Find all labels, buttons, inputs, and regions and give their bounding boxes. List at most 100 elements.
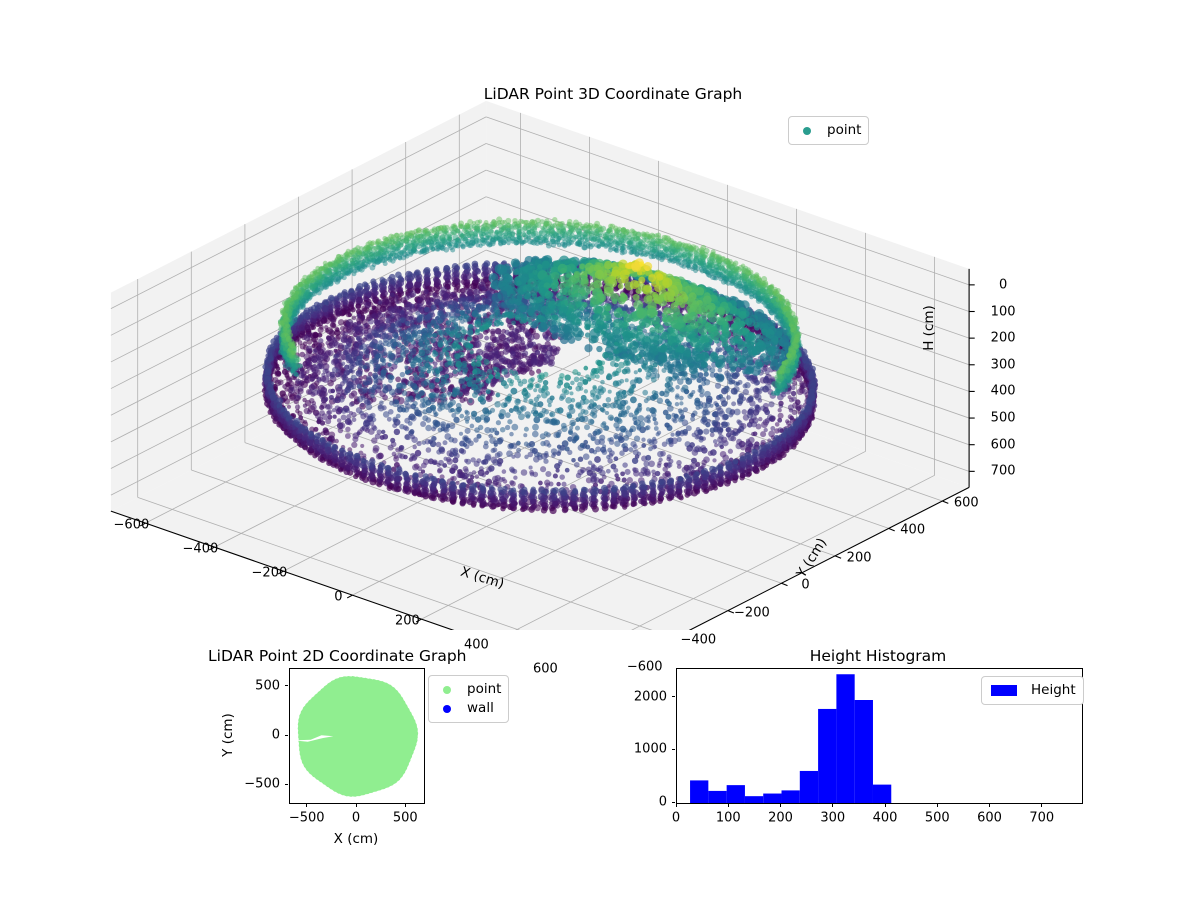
plot3d-tickmark: [834, 555, 842, 559]
plot3d-tickmark: [888, 527, 895, 532]
histogram-ytick-2: 2000: [633, 689, 667, 705]
histogram-ytickmark-2: [671, 696, 675, 698]
histogram-xtick-3: 300: [820, 810, 846, 826]
plot3d-axis-spine: [110, 510, 455, 630]
histogram-canvas: [690, 674, 892, 803]
height-patch-icon: [991, 685, 1017, 696]
histogram-xtickmark-4: [884, 803, 886, 807]
plot3d-tickmark: [139, 522, 146, 527]
plot2d-legend[interactable]: point wall: [428, 675, 510, 723]
legend-item-point[interactable]: point: [796, 121, 861, 140]
plot3d-zlabel: H (cm): [920, 305, 937, 351]
plot3d-xtick-3: 0: [334, 589, 343, 605]
plot3d-gridline: [110, 249, 487, 443]
plot3d-legend[interactable]: point: [788, 116, 870, 145]
plot2d-xtick-1: 0: [351, 810, 361, 826]
histogram-xtick-6: 600: [977, 810, 1002, 826]
plot3d-title: LiDAR Point 3D Coordinate Graph: [483, 85, 743, 103]
histogram-xtick-5: 500: [924, 810, 950, 826]
point-marker-icon: [443, 685, 451, 694]
plot3d-axes[interactable]: [0, 60, 1200, 630]
plot2d-canvas: [293, 675, 419, 797]
histogram-xtick-0: 0: [671, 810, 681, 826]
legend-label-point: point: [467, 681, 502, 697]
plot3d-tickmark: [727, 610, 735, 614]
plot2d-ytickmark-1: [284, 734, 288, 736]
legend-item-point[interactable]: point: [436, 680, 501, 699]
plot3d-ytick-0: −600: [626, 659, 663, 675]
histogram-xtickmark-5: [936, 803, 938, 807]
plot3d-tickmark: [781, 582, 788, 587]
histogram-bar: [818, 708, 837, 803]
plot3d-gridline: [485, 169, 970, 339]
plot3d-gridline: [110, 143, 487, 336]
point-marker-icon: [803, 126, 811, 135]
plot2d-xtick-2: 500: [392, 810, 418, 826]
plot2d-ytick-2: 500: [255, 678, 280, 694]
plot3d-floor-pane: [110, 319, 970, 630]
histogram-bar: [799, 770, 819, 803]
plot2d-ytickmark-0: [284, 783, 288, 785]
histogram-xtick-2: 200: [768, 810, 793, 826]
plot3d-xtick-4: 200: [394, 613, 420, 629]
plot3d-ztick-6: 600: [990, 437, 1016, 453]
histogram-xtickmark-7: [1041, 803, 1043, 807]
histogram-xtick-4: 400: [872, 810, 898, 826]
histogram-bar: [708, 790, 727, 803]
histogram-xtick-7: 700: [1029, 810, 1055, 826]
plot2d-xtickmark-2: [404, 803, 406, 807]
plot3d-tickmark: [346, 594, 353, 599]
histogram-ytick-0: 0: [658, 794, 667, 810]
plot3d-ytick-3: 0: [801, 577, 810, 593]
plot3d-ytick-6: 600: [953, 495, 979, 511]
plot3d-ytick-1: −400: [680, 632, 717, 648]
wall-marker-icon: [443, 704, 451, 713]
histogram-xtickmark-3: [832, 803, 834, 807]
plot3d-xtick-6: 600: [532, 661, 558, 677]
histogram-xtickmark-6: [989, 803, 991, 807]
histogram-xtickmark-0: [675, 803, 677, 807]
plot3d-gridline: [485, 143, 970, 312]
legend-item-wall[interactable]: wall: [436, 699, 501, 718]
plot3d-xtick-0: −600: [113, 517, 150, 533]
histogram-bar: [726, 785, 745, 803]
plot3d-gridline: [110, 169, 487, 363]
plot2d-xlabel: X (cm): [333, 831, 379, 847]
plot2d-title: LiDAR Point 2D Coordinate Graph: [208, 647, 467, 665]
plot3d-tickmark: [415, 618, 422, 623]
plot3d-gridline: [485, 116, 970, 286]
histogram-xtickmark-2: [780, 803, 782, 807]
plot3d-tickmark: [942, 500, 949, 504]
histogram-ytick-1: 1000: [633, 741, 667, 757]
plot3d-ztick-2: 200: [990, 330, 1016, 346]
plot3d-ztick-1: 100: [990, 304, 1016, 319]
plot2d-ytickmark-2: [284, 685, 288, 687]
legend-item-height[interactable]: Height: [989, 681, 1076, 700]
histogram-bar: [781, 790, 800, 803]
histogram-xtick-1: 100: [715, 810, 741, 826]
histogram-legend[interactable]: Height: [981, 676, 1084, 705]
legend-label-height: Height: [1031, 682, 1076, 698]
plot3d-tickmark: [277, 570, 284, 575]
plot3d-xtick-5: 400: [463, 637, 489, 653]
histogram-bar: [763, 793, 782, 803]
legend-label-point: point: [827, 122, 862, 138]
plot3d-point-cloud: [261, 216, 819, 515]
histogram-bar: [744, 796, 764, 803]
plot2d-ylabel: Y (cm): [220, 713, 236, 757]
legend-label-wall: wall: [467, 700, 494, 716]
plot3d-gridline: [515, 450, 866, 630]
plot3d-canvas: [110, 100, 975, 630]
plot3d-gridline: [110, 116, 487, 310]
plot3d-ztick-0: 0: [998, 277, 1008, 293]
plot3d-gridline: [631, 474, 935, 630]
plot2d-point-disc: [293, 675, 419, 797]
plot3d-ztick-4: 400: [990, 383, 1016, 399]
histogram-bar: [872, 784, 892, 803]
plot3d-ytick-5: 400: [900, 522, 926, 538]
plot2d-axes[interactable]: [289, 668, 425, 804]
histogram-bar: [854, 700, 873, 803]
histogram-title: Height Histogram: [809, 647, 947, 665]
plot2d-xtickmark-0: [306, 803, 308, 807]
